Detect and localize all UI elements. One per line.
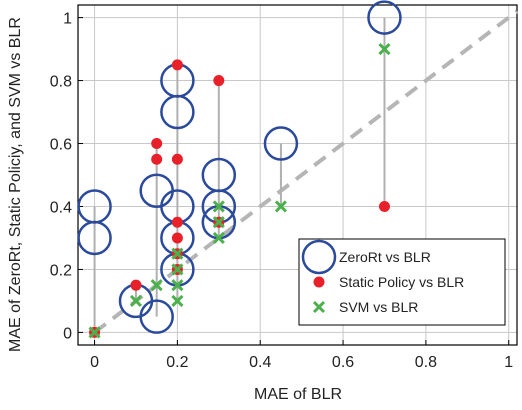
x-tick-label: 0.4 xyxy=(249,354,271,371)
marker-x xyxy=(171,263,184,276)
marker-dot xyxy=(171,153,183,165)
marker-x xyxy=(378,43,391,56)
y-axis-label: MAE of ZeroRt, Static Policiy, and SVM v… xyxy=(7,17,24,352)
x-tick-label: 1 xyxy=(504,354,513,371)
marker-circle xyxy=(139,299,174,334)
y-tick-label: 0 xyxy=(63,325,72,342)
x-axis-label: MAE of BLR xyxy=(254,386,342,403)
marker-x xyxy=(88,326,101,339)
y-tick-label: 0.4 xyxy=(50,199,72,216)
legend-label: SVM vs BLR xyxy=(339,299,418,315)
marker-x xyxy=(312,300,326,314)
marker-x xyxy=(274,200,287,213)
x-tick-label: 0.6 xyxy=(332,354,354,371)
marker-dot xyxy=(313,276,325,288)
marker-dot xyxy=(151,138,163,150)
marker-dot xyxy=(171,59,183,71)
legend-label: ZeroRt vs BLR xyxy=(339,249,431,265)
marker-x xyxy=(171,294,184,307)
marker-dot xyxy=(213,75,225,87)
marker-x xyxy=(171,279,184,292)
marker-x xyxy=(212,216,225,229)
marker-x xyxy=(150,279,163,292)
marker-dot xyxy=(171,232,183,244)
identity-line xyxy=(93,9,519,334)
marker-dot xyxy=(151,153,163,165)
legend-label: Static Policy vs BLR xyxy=(339,274,464,290)
marker-x xyxy=(171,247,184,260)
marker-circle xyxy=(77,220,112,256)
x-tick-label: 0 xyxy=(90,354,99,371)
marker-x xyxy=(212,231,225,245)
marker-circle xyxy=(367,0,402,35)
marker-circle xyxy=(301,239,337,275)
x-tick-label: 0.2 xyxy=(166,354,188,371)
marker-circle xyxy=(160,94,195,130)
marker-dot xyxy=(378,200,390,212)
y-tick-label: 0.8 xyxy=(50,74,72,91)
y-tick-label: 1 xyxy=(63,11,72,28)
y-tick-label: 0.6 xyxy=(50,137,72,154)
marker-circle xyxy=(263,126,299,161)
marker-dot xyxy=(171,216,183,228)
marker-x xyxy=(129,294,143,307)
plot-frame xyxy=(77,4,518,346)
marker-dot xyxy=(130,279,142,291)
marker-x xyxy=(212,200,225,213)
y-tick-label: 0.2 xyxy=(50,262,72,279)
x-tick-label: 0.8 xyxy=(415,354,437,371)
